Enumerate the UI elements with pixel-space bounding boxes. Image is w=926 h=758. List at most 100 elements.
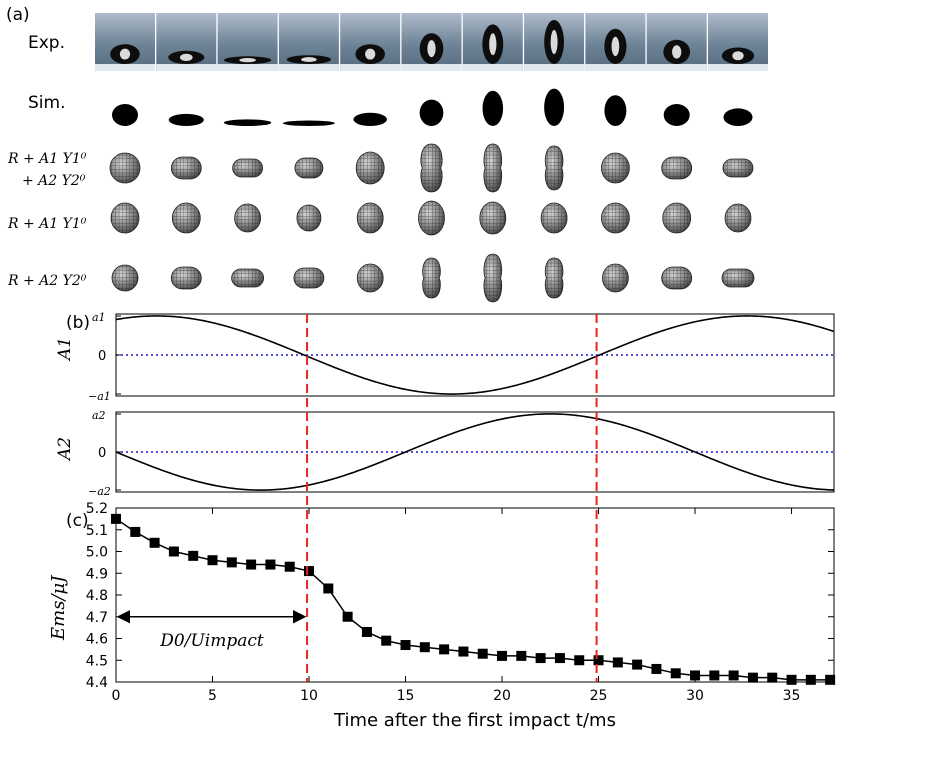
- plot-energy-ylabel: Ems/μJ: [48, 574, 69, 641]
- energy-point: [690, 670, 701, 681]
- plot-a2-ytick-top: a2: [92, 409, 106, 422]
- mode-shape: [721, 268, 755, 288]
- mode-shape: [601, 263, 629, 293]
- energy-point: [381, 635, 392, 646]
- mode-shape: [296, 204, 322, 232]
- row-label-combined-line2: + A2 Y2⁰: [22, 173, 86, 189]
- energy-point: [554, 653, 565, 664]
- row-label-mode2: R + A2 Y2⁰: [7, 273, 87, 289]
- exp-frame: [95, 13, 155, 71]
- ytick-label: 4.8: [86, 588, 108, 604]
- plot-a2: A2 a2 0 −a2: [55, 409, 835, 498]
- exp-frame: [278, 13, 339, 71]
- combined-mode-frames-row: [109, 143, 754, 193]
- exp-frame: [401, 13, 462, 71]
- exp-frame: [462, 13, 523, 71]
- mode-shape: [479, 201, 507, 235]
- plot-a1-ytick-mid: 0: [98, 349, 106, 364]
- plot-energy-frame: [115, 507, 835, 683]
- ytick-label: 5.1: [86, 523, 108, 539]
- energy-point: [342, 611, 353, 622]
- energy-point: [226, 557, 237, 568]
- mode-shape: [111, 264, 139, 292]
- energy-point: [149, 537, 160, 548]
- energy-point: [825, 674, 836, 685]
- energy-line: [115, 518, 831, 681]
- mode-shape: [540, 202, 568, 234]
- ytick-label: 5.0: [86, 545, 108, 561]
- mode-shape: [170, 266, 202, 290]
- mode-shape: [600, 202, 630, 234]
- mode-shape: [600, 152, 630, 184]
- energy-point: [670, 668, 681, 679]
- mode-shape: [483, 143, 503, 193]
- sim-frame: [223, 119, 272, 126]
- ytick-label: 4.6: [86, 632, 108, 648]
- mode1-frames-row: [110, 200, 752, 236]
- energy-point: [304, 566, 315, 577]
- energy-point: [535, 653, 546, 664]
- energy-point: [805, 674, 816, 685]
- energy-point: [323, 583, 334, 594]
- energy-point: [497, 650, 508, 661]
- mode2-frames-row: [111, 253, 755, 303]
- plot-a2-ylabel: A2: [55, 437, 75, 462]
- mode-shape: [662, 202, 692, 234]
- exp-frame: [646, 13, 707, 71]
- mode-shape: [661, 266, 693, 290]
- plot-a1-ytick-top: a1: [92, 311, 106, 324]
- xtick-label: 15: [397, 688, 415, 704]
- mode-shape: [422, 257, 441, 299]
- mode-shape: [420, 143, 443, 193]
- energy-point: [265, 559, 276, 570]
- energy-point: [458, 646, 469, 657]
- energy-point: [361, 626, 372, 637]
- exp-frame: [340, 13, 401, 71]
- sim-frame: [112, 104, 138, 126]
- sim-frame: [663, 104, 690, 126]
- mode-shape: [294, 157, 324, 179]
- mode-shape: [110, 202, 140, 234]
- energy-point: [709, 670, 720, 681]
- mode-shape: [483, 253, 503, 303]
- ytick-label: 4.5: [86, 653, 108, 669]
- energy-point: [477, 648, 488, 659]
- plot-a1: A1 a1 0 −a1: [55, 311, 835, 403]
- plot-a1-ytick-bottom: −a1: [88, 390, 111, 403]
- experiment-frames-row: [95, 13, 768, 71]
- energy-point: [246, 559, 257, 570]
- mode-shape: [109, 152, 141, 184]
- energy-point: [188, 550, 199, 561]
- sim-frame: [419, 99, 444, 127]
- xtick-label: 35: [783, 688, 801, 704]
- xtick-label: 20: [493, 688, 511, 704]
- sim-frame: [353, 112, 387, 126]
- ytick-label: 4.9: [86, 566, 108, 582]
- mode-shape: [232, 158, 263, 178]
- energy-point: [207, 555, 218, 566]
- energy-point: [516, 650, 527, 661]
- row-label-combined-line1: R + A1 Y1⁰: [7, 151, 87, 167]
- energy-point: [612, 657, 623, 668]
- mode-shape: [355, 151, 385, 185]
- xtick-label: 0: [112, 688, 121, 704]
- panel-label-a: (a): [6, 5, 30, 25]
- ytick-label: 5.2: [86, 501, 108, 517]
- energy-point: [439, 644, 450, 655]
- energy-point: [728, 670, 739, 681]
- plot-a2-ytick-bottom: −a2: [88, 485, 111, 498]
- row-label-sim: Sim.: [28, 93, 65, 113]
- sim-frame: [482, 90, 504, 126]
- mode-shape: [544, 145, 564, 191]
- xtick-label: 5: [208, 688, 217, 704]
- xtick-label: 10: [300, 688, 318, 704]
- plot-a2-ytick-mid: 0: [98, 446, 106, 461]
- mode-shape: [171, 202, 201, 234]
- energy-point: [284, 561, 295, 572]
- simulation-frames-row: [112, 88, 753, 127]
- mode-shape: [544, 257, 564, 299]
- mode-shape: [356, 263, 384, 293]
- energy-point: [419, 642, 430, 653]
- mode-shape: [356, 202, 384, 234]
